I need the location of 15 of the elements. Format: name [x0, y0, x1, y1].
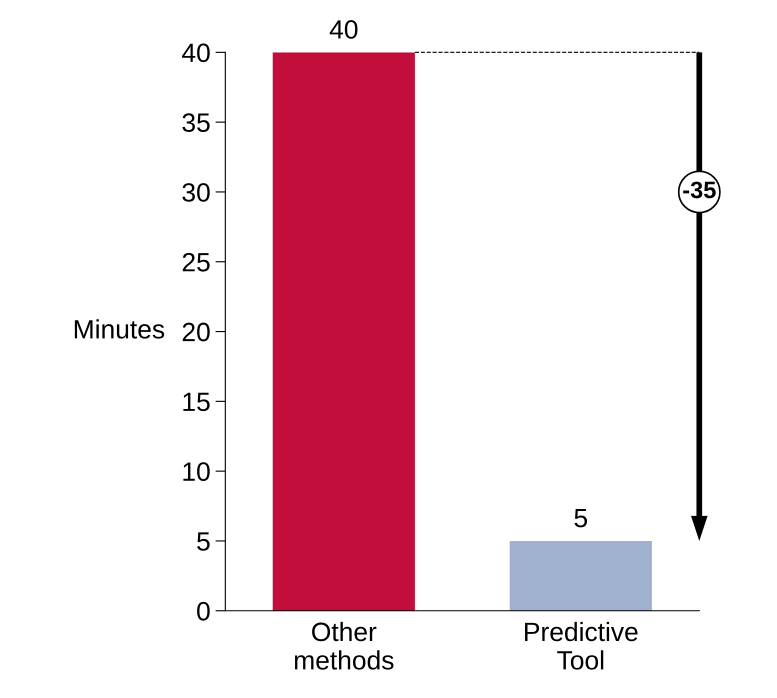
y-tick-label: 15 [183, 392, 210, 412]
annotation: -35 [683, 182, 716, 198]
x-tick-label: Other methods [294, 622, 394, 670]
y-axis-title: Minutes [74, 319, 164, 339]
y-tick-label: 25 [182, 252, 210, 272]
data-label: 40 [330, 20, 358, 39]
y-tick-label: 0 [197, 602, 210, 621]
y-tick-label: 5 [197, 532, 210, 551]
data-label: 5 [574, 508, 588, 528]
y-tick-label: 40 [182, 43, 210, 62]
x-tick-label: Predictive Tool [525, 622, 638, 670]
y-tick-label: 20 [182, 322, 210, 342]
y-tick-label: 30 [182, 183, 210, 202]
y-tick-label: 35 [182, 113, 210, 132]
y-tick-label: 10 [183, 462, 210, 481]
